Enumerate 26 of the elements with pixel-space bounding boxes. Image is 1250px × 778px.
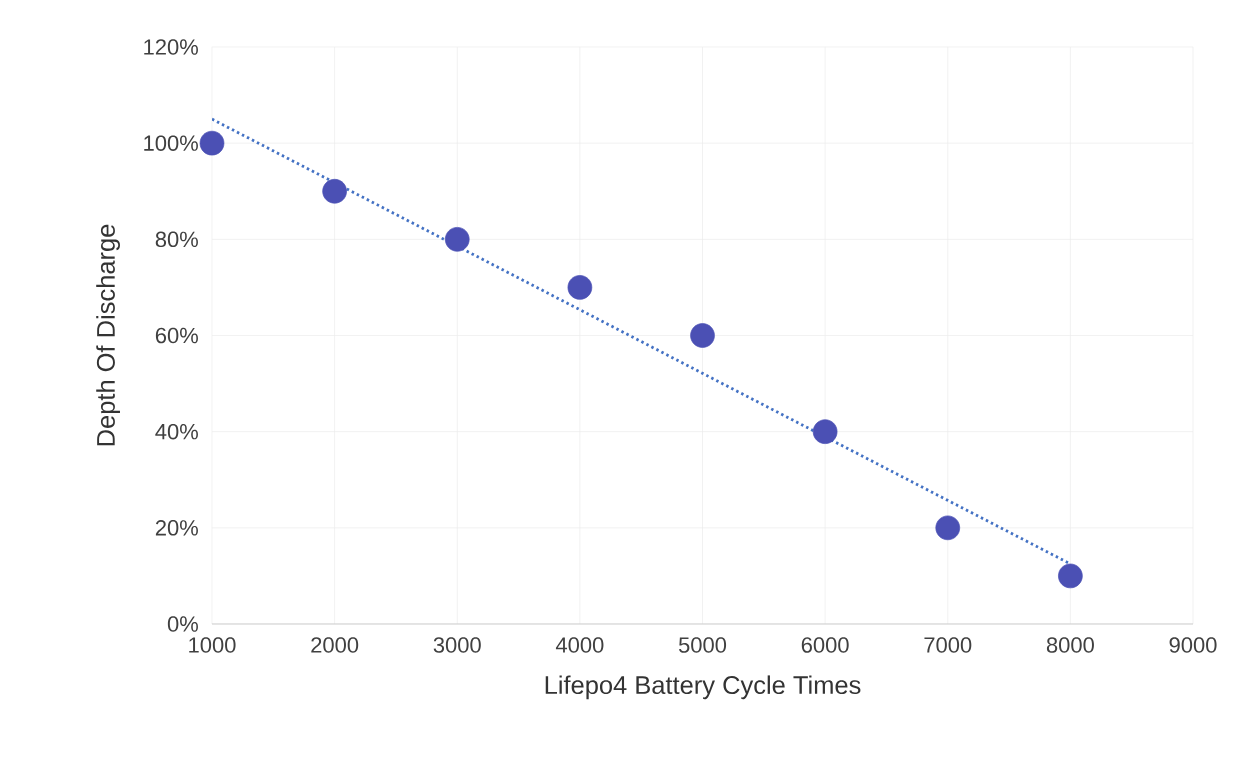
point	[444, 227, 470, 252]
point	[812, 419, 838, 444]
x-tick-label: 8000	[1046, 637, 1094, 653]
x-tick-label: 1000	[189, 637, 236, 653]
x-tick-label: 4000	[555, 637, 604, 653]
point	[690, 323, 715, 348]
x-tick-label: 6000	[801, 637, 849, 653]
y-tick-label: 100%	[144, 135, 198, 151]
point	[199, 130, 225, 156]
x-tick-label: 5000	[678, 637, 727, 653]
point	[1058, 563, 1083, 589]
y-tick-label: 120%	[144, 39, 198, 55]
y-tick-label: 80%	[155, 231, 198, 248]
y-tick-label: 40%	[155, 423, 198, 440]
point	[567, 275, 593, 300]
x-tick-label: 9000	[1169, 637, 1217, 653]
y-axis-title: Depth Of Discharge	[96, 224, 120, 446]
x-axis-title: Lifepo4 Battery Cycle Times	[545, 675, 861, 700]
x-tick-label: 7000	[924, 637, 972, 653]
point	[322, 178, 347, 204]
x-tick-label: 2000	[311, 637, 359, 653]
y-tick-label: 60%	[155, 327, 198, 344]
y-tick-label: 20%	[155, 520, 198, 536]
y-tick-label: 0%	[167, 616, 198, 632]
point	[935, 515, 961, 541]
x-tick-label: 3000	[433, 637, 481, 653]
